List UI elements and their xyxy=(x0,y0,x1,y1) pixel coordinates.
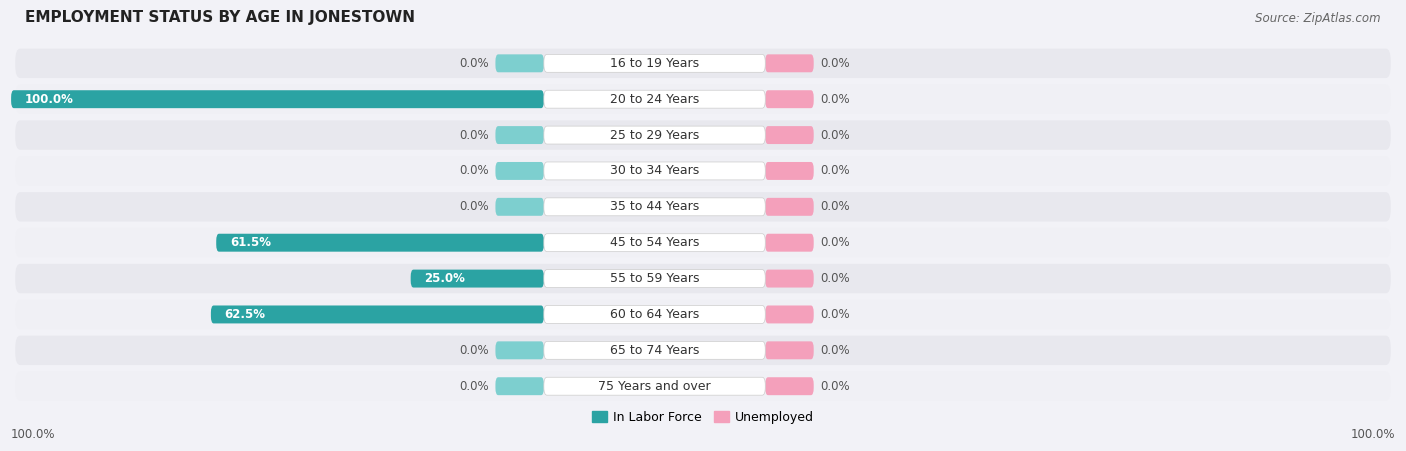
Text: 60 to 64 Years: 60 to 64 Years xyxy=(610,308,699,321)
FancyBboxPatch shape xyxy=(544,90,765,108)
FancyBboxPatch shape xyxy=(544,198,765,216)
Text: 100.0%: 100.0% xyxy=(11,428,56,441)
FancyBboxPatch shape xyxy=(15,49,1391,78)
Text: 0.0%: 0.0% xyxy=(821,200,851,213)
FancyBboxPatch shape xyxy=(765,90,814,108)
Text: EMPLOYMENT STATUS BY AGE IN JONESTOWN: EMPLOYMENT STATUS BY AGE IN JONESTOWN xyxy=(25,10,415,25)
FancyBboxPatch shape xyxy=(765,377,814,395)
FancyBboxPatch shape xyxy=(217,234,544,252)
FancyBboxPatch shape xyxy=(765,55,814,72)
FancyBboxPatch shape xyxy=(495,198,544,216)
FancyBboxPatch shape xyxy=(15,228,1391,258)
Text: 25 to 29 Years: 25 to 29 Years xyxy=(610,129,699,142)
FancyBboxPatch shape xyxy=(544,270,765,288)
FancyBboxPatch shape xyxy=(544,341,765,359)
FancyBboxPatch shape xyxy=(765,234,814,252)
FancyBboxPatch shape xyxy=(544,55,765,72)
Text: 0.0%: 0.0% xyxy=(821,57,851,70)
Text: Source: ZipAtlas.com: Source: ZipAtlas.com xyxy=(1256,12,1381,25)
FancyBboxPatch shape xyxy=(15,264,1391,293)
Text: 30 to 34 Years: 30 to 34 Years xyxy=(610,165,699,177)
Text: 0.0%: 0.0% xyxy=(821,308,851,321)
FancyBboxPatch shape xyxy=(15,336,1391,365)
Text: 0.0%: 0.0% xyxy=(821,93,851,106)
Text: 45 to 54 Years: 45 to 54 Years xyxy=(610,236,699,249)
Text: 0.0%: 0.0% xyxy=(821,129,851,142)
FancyBboxPatch shape xyxy=(765,198,814,216)
FancyBboxPatch shape xyxy=(544,126,765,144)
FancyBboxPatch shape xyxy=(544,234,765,252)
FancyBboxPatch shape xyxy=(495,377,544,395)
Text: 16 to 19 Years: 16 to 19 Years xyxy=(610,57,699,70)
FancyBboxPatch shape xyxy=(15,156,1391,186)
FancyBboxPatch shape xyxy=(765,305,814,323)
FancyBboxPatch shape xyxy=(765,126,814,144)
Text: 55 to 59 Years: 55 to 59 Years xyxy=(610,272,699,285)
Text: 62.5%: 62.5% xyxy=(225,308,266,321)
Text: 75 Years and over: 75 Years and over xyxy=(599,380,711,393)
Legend: In Labor Force, Unemployed: In Labor Force, Unemployed xyxy=(586,406,820,429)
Text: 0.0%: 0.0% xyxy=(821,272,851,285)
Text: 65 to 74 Years: 65 to 74 Years xyxy=(610,344,699,357)
FancyBboxPatch shape xyxy=(15,84,1391,114)
FancyBboxPatch shape xyxy=(11,90,544,108)
FancyBboxPatch shape xyxy=(544,305,765,323)
FancyBboxPatch shape xyxy=(495,162,544,180)
FancyBboxPatch shape xyxy=(411,270,544,288)
FancyBboxPatch shape xyxy=(15,372,1391,401)
Text: 0.0%: 0.0% xyxy=(821,344,851,357)
FancyBboxPatch shape xyxy=(544,162,765,180)
FancyBboxPatch shape xyxy=(15,300,1391,329)
Text: 35 to 44 Years: 35 to 44 Years xyxy=(610,200,699,213)
FancyBboxPatch shape xyxy=(211,305,544,323)
Text: 0.0%: 0.0% xyxy=(458,200,488,213)
FancyBboxPatch shape xyxy=(15,192,1391,221)
FancyBboxPatch shape xyxy=(765,162,814,180)
FancyBboxPatch shape xyxy=(15,120,1391,150)
Text: 61.5%: 61.5% xyxy=(231,236,271,249)
FancyBboxPatch shape xyxy=(495,126,544,144)
FancyBboxPatch shape xyxy=(495,341,544,359)
Text: 20 to 24 Years: 20 to 24 Years xyxy=(610,93,699,106)
Text: 25.0%: 25.0% xyxy=(425,272,465,285)
FancyBboxPatch shape xyxy=(765,270,814,288)
Text: 0.0%: 0.0% xyxy=(458,129,488,142)
Text: 100.0%: 100.0% xyxy=(25,93,75,106)
Text: 0.0%: 0.0% xyxy=(458,57,488,70)
Text: 0.0%: 0.0% xyxy=(821,380,851,393)
FancyBboxPatch shape xyxy=(765,341,814,359)
Text: 0.0%: 0.0% xyxy=(821,165,851,177)
Text: 0.0%: 0.0% xyxy=(458,165,488,177)
Text: 100.0%: 100.0% xyxy=(1350,428,1395,441)
FancyBboxPatch shape xyxy=(544,377,765,395)
Text: 0.0%: 0.0% xyxy=(458,380,488,393)
Text: 0.0%: 0.0% xyxy=(821,236,851,249)
Text: 0.0%: 0.0% xyxy=(458,344,488,357)
FancyBboxPatch shape xyxy=(495,55,544,72)
